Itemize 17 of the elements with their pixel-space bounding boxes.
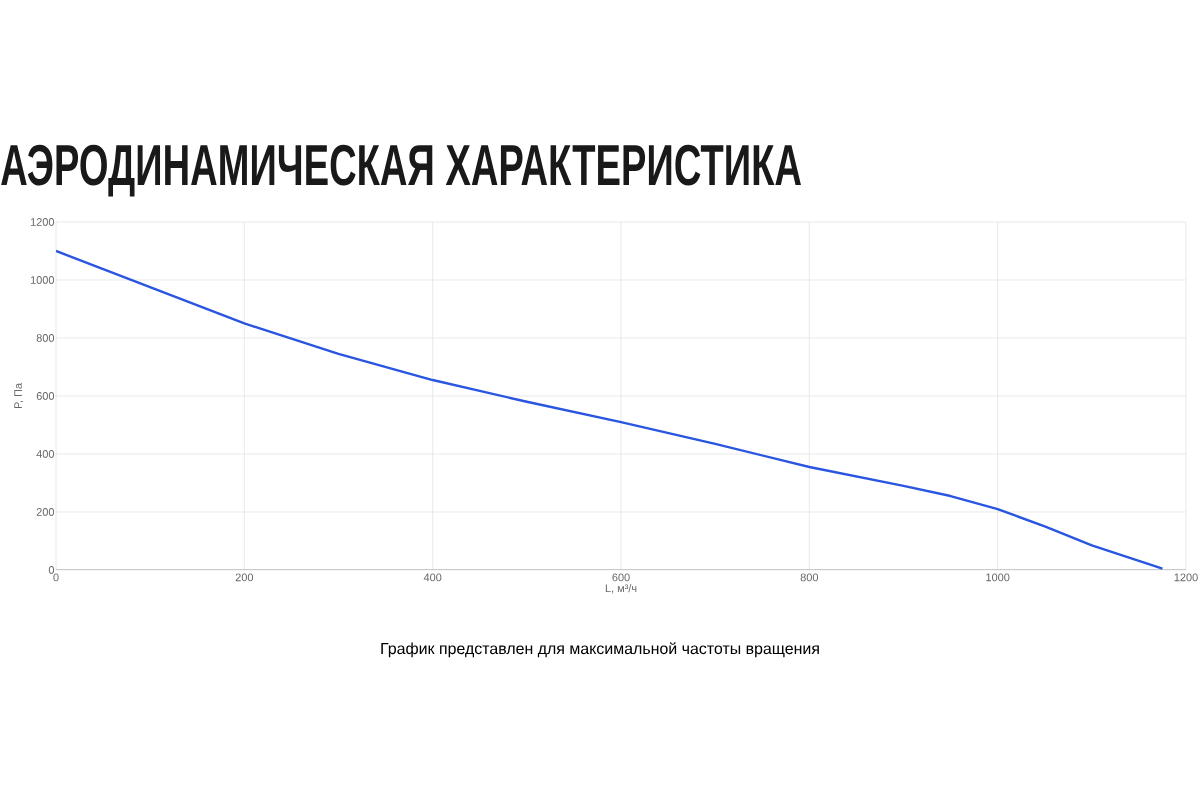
y-tick-label: 1000 [30, 276, 55, 284]
y-tick-label: 1200 [30, 218, 55, 226]
y-tick-label: 400 [36, 450, 55, 458]
y-axis-title: P, Па [14, 383, 24, 409]
x-tick-label: 400 [423, 573, 442, 582]
chart-title: АЭРОДИНАМИЧЕСКАЯ ХАРАКТЕРИСТИКА [1, 144, 801, 197]
x-tick-label: 600 [612, 573, 630, 582]
x-axis-title: L, м³/ч [605, 584, 637, 594]
y-tick-label: 200 [36, 508, 55, 516]
x-tick-label: 800 [800, 573, 819, 582]
y-tick-label: 0 [48, 566, 55, 574]
x-tick-label: 200 [235, 573, 254, 582]
y-tick-label: 800 [36, 334, 55, 342]
x-tick-label: 1200 [1174, 573, 1198, 582]
text: График представлен для максимальной частоты вращения [381, 642, 819, 658]
y-tick-label: 600 [36, 392, 55, 400]
x-tick-label: 1000 [986, 573, 1010, 582]
